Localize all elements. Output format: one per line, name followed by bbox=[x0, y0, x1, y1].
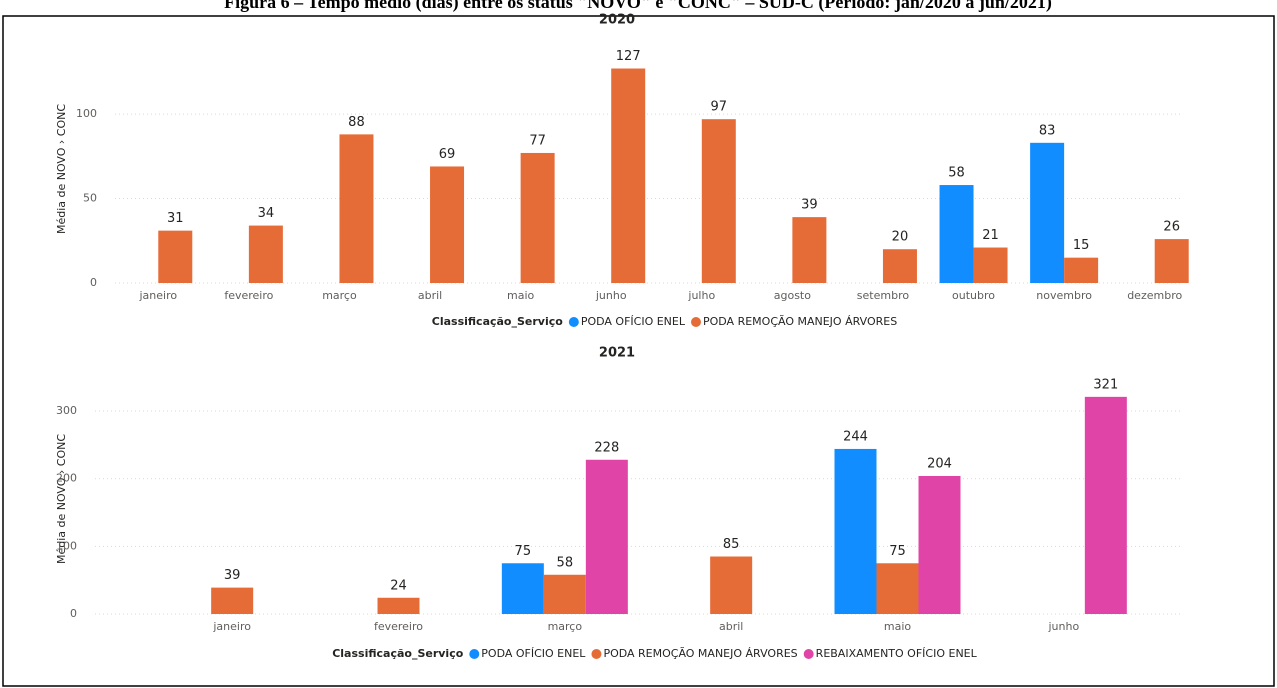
bar bbox=[1064, 257, 1099, 283]
bar bbox=[611, 68, 646, 283]
data-label: 39 bbox=[224, 568, 241, 583]
x-tick-label: novembro bbox=[1036, 289, 1092, 302]
bar bbox=[792, 217, 827, 283]
data-label: 34 bbox=[258, 206, 275, 221]
legend-label: PODA REMOÇÃO MANEJO ÁRVORES bbox=[703, 315, 897, 328]
data-label: 97 bbox=[711, 100, 728, 115]
y-tick-label: 100 bbox=[56, 539, 77, 552]
bar bbox=[430, 166, 465, 283]
x-tick-label: junho bbox=[1047, 620, 1079, 633]
bar bbox=[158, 230, 193, 283]
bar bbox=[876, 563, 919, 614]
bar bbox=[248, 225, 283, 283]
data-label: 69 bbox=[439, 147, 456, 162]
bar bbox=[918, 476, 961, 614]
x-tick-label: abril bbox=[719, 620, 743, 633]
data-label: 21 bbox=[982, 228, 999, 243]
data-label: 24 bbox=[390, 578, 407, 593]
data-label: 26 bbox=[1163, 220, 1180, 235]
x-tick-label: setembro bbox=[857, 289, 910, 302]
data-label: 20 bbox=[892, 230, 909, 245]
legend-marker bbox=[803, 649, 814, 659]
y-tick-label: 0 bbox=[90, 276, 97, 289]
y-tick-label: 300 bbox=[56, 404, 77, 417]
legend-marker bbox=[568, 317, 579, 327]
data-label: 58 bbox=[948, 166, 965, 181]
x-tick-label: julho bbox=[687, 289, 715, 302]
y-axis-label: Média de NOVO › CONC bbox=[55, 434, 68, 564]
figure-frame bbox=[2, 15, 1275, 687]
legend-label: PODA OFÍCIO ENEL bbox=[481, 647, 586, 660]
legend-marker bbox=[469, 649, 480, 659]
bar bbox=[585, 459, 628, 614]
data-label: 88 bbox=[348, 115, 365, 130]
data-label: 228 bbox=[594, 440, 619, 455]
x-tick-label: março bbox=[322, 289, 357, 302]
data-label: 77 bbox=[529, 133, 546, 148]
x-tick-label: junho bbox=[595, 289, 627, 302]
data-label: 31 bbox=[167, 211, 184, 226]
y-tick-label: 0 bbox=[70, 607, 77, 620]
data-label: 127 bbox=[616, 49, 641, 64]
bar bbox=[939, 185, 974, 283]
x-tick-label: abril bbox=[418, 289, 442, 302]
x-tick-label: fevereiro bbox=[224, 289, 273, 302]
legend-title: Classificação_Serviço bbox=[432, 315, 563, 328]
legend-marker bbox=[690, 317, 701, 327]
data-label: 75 bbox=[889, 544, 906, 559]
x-tick-label: agosto bbox=[774, 289, 811, 302]
bar bbox=[1084, 396, 1127, 614]
bar bbox=[1154, 239, 1189, 283]
bar bbox=[339, 134, 374, 283]
legend-label: PODA OFÍCIO ENEL bbox=[581, 315, 686, 328]
x-tick-label: outubro bbox=[952, 289, 995, 302]
x-tick-label: dezembro bbox=[1127, 289, 1182, 302]
x-tick-label: fevereiro bbox=[374, 620, 423, 633]
legend-label: PODA REMOÇÃO MANEJO ÁRVORES bbox=[603, 647, 797, 660]
bar bbox=[834, 448, 877, 614]
data-label: 39 bbox=[801, 198, 818, 213]
legend-label: REBAIXAMENTO OFÍCIO ENEL bbox=[816, 647, 978, 660]
data-label: 244 bbox=[843, 429, 868, 444]
bar bbox=[710, 556, 753, 614]
data-label: 58 bbox=[557, 555, 574, 570]
figure-caption: Figura 6 – Tempo médio (dias) entre os s… bbox=[224, 0, 1052, 13]
y-tick-label: 200 bbox=[56, 472, 77, 485]
data-label: 85 bbox=[723, 537, 740, 552]
x-tick-label: maio bbox=[884, 620, 912, 633]
x-tick-label: janeiro bbox=[212, 620, 251, 633]
bar bbox=[211, 587, 254, 614]
bar bbox=[520, 152, 555, 283]
bar bbox=[501, 563, 544, 614]
y-tick-label: 100 bbox=[76, 107, 97, 120]
chart-title: 2020 bbox=[599, 13, 635, 28]
bar bbox=[882, 249, 917, 283]
data-label: 321 bbox=[1093, 377, 1118, 392]
bar bbox=[973, 247, 1008, 283]
data-label: 204 bbox=[927, 457, 952, 472]
y-tick-label: 50 bbox=[83, 192, 97, 205]
bar bbox=[377, 597, 420, 614]
legend-title: Classificação_Serviço bbox=[332, 647, 463, 660]
legend-marker bbox=[591, 649, 602, 659]
bar bbox=[701, 119, 736, 283]
data-label: 75 bbox=[515, 544, 532, 559]
bar bbox=[543, 574, 586, 614]
x-tick-label: maio bbox=[507, 289, 535, 302]
data-label: 15 bbox=[1073, 238, 1090, 253]
x-tick-label: janeiro bbox=[138, 289, 177, 302]
x-tick-label: março bbox=[548, 620, 583, 633]
bar bbox=[1030, 142, 1065, 283]
chart-title: 2021 bbox=[599, 346, 635, 361]
y-axis-label: Média de NOVO › CONC bbox=[55, 104, 68, 234]
data-label: 83 bbox=[1039, 123, 1056, 138]
